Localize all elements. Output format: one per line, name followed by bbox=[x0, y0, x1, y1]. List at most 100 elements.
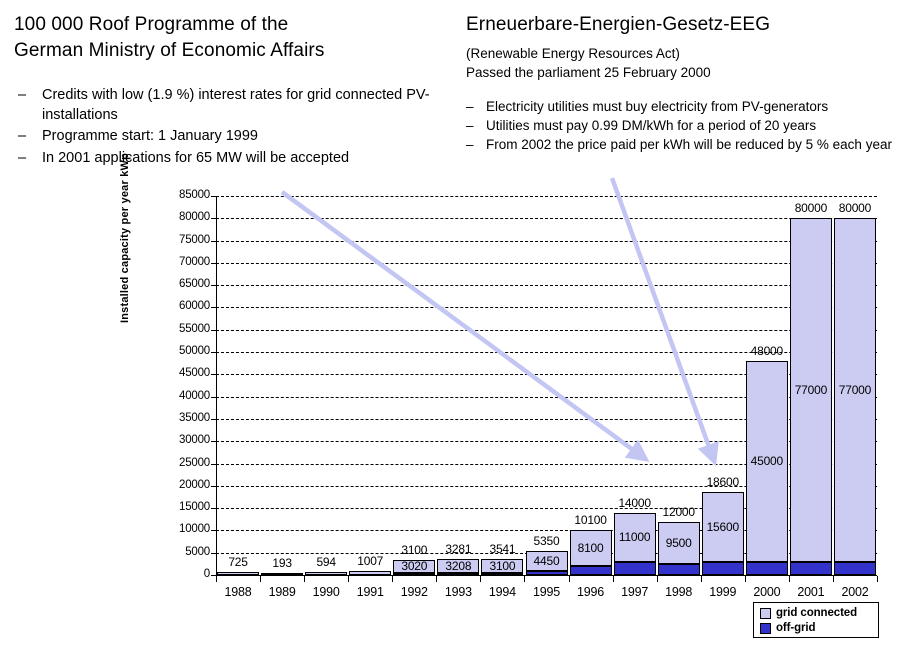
bar-segment-off-grid[interactable] bbox=[613, 561, 656, 575]
bar-group-1997[interactable]: 11000 14000 bbox=[613, 497, 656, 575]
bullet-text: Programme start: 1 January 1999 bbox=[42, 128, 258, 144]
bar-segment-grid-connected[interactable] bbox=[789, 218, 832, 562]
bar-segment-off-grid[interactable] bbox=[789, 561, 832, 575]
bar-segment-grid-connected[interactable] bbox=[657, 521, 700, 564]
x-axis-label-2000: 2000 bbox=[753, 585, 781, 599]
y-axis-tick bbox=[211, 329, 217, 331]
bar-segment-grid-connected[interactable] bbox=[481, 559, 524, 573]
x-axis-tick bbox=[524, 576, 526, 582]
bar-group-1991[interactable]: 1007 bbox=[349, 555, 392, 575]
bar-segment-off-grid[interactable] bbox=[833, 561, 876, 575]
bar-group-1990[interactable]: 594 bbox=[305, 556, 348, 575]
bar-group-2000[interactable]: 45000 48000 bbox=[745, 345, 788, 575]
bar-inner-value-label: 3100 bbox=[489, 559, 516, 574]
gridline bbox=[216, 530, 877, 532]
gridline bbox=[216, 196, 877, 197]
bar-group-1998[interactable]: 9500 12000 bbox=[657, 506, 700, 575]
y-axis-tick bbox=[211, 530, 217, 532]
bar-group-1988[interactable]: 725 bbox=[217, 556, 260, 575]
left-panel-title: 100 000 Roof Programme of the German Min… bbox=[14, 14, 325, 61]
x-axis-tick bbox=[304, 576, 306, 582]
bullet-text: Utilities must pay 0.99 DM/kWh for a per… bbox=[486, 118, 817, 133]
gridline bbox=[216, 329, 877, 331]
bar-group-2002[interactable]: 77000 80000 bbox=[833, 202, 876, 575]
x-axis-tick bbox=[832, 576, 834, 582]
y-axis-tick-label: 30000 bbox=[179, 434, 210, 447]
bar-segment-grid-connected[interactable] bbox=[261, 573, 304, 575]
y-axis-tick bbox=[211, 374, 217, 376]
x-axis-tick bbox=[700, 576, 702, 582]
bar-inner-value-label: 3208 bbox=[445, 558, 472, 573]
gridline bbox=[216, 396, 877, 398]
legend-swatch-icon bbox=[760, 608, 771, 619]
bar-group-1999[interactable]: 15600 18600 bbox=[701, 476, 744, 575]
bullet-text: Electricity utilities must buy electrici… bbox=[486, 99, 829, 114]
bullet-dash-icon: – bbox=[466, 118, 474, 133]
bar-segment-grid-connected[interactable] bbox=[393, 559, 436, 573]
y-axis-tick-label: 15000 bbox=[179, 501, 210, 514]
y-axis-tick bbox=[211, 307, 217, 309]
right-panel-title: Erneuerbare-Energien-Gesetz-EEG bbox=[466, 14, 771, 35]
bar-group-2001[interactable]: 77000 80000 bbox=[789, 202, 832, 575]
bar-segment-grid-connected[interactable] bbox=[217, 571, 260, 575]
y-axis-tick bbox=[211, 463, 217, 465]
gridline bbox=[216, 441, 877, 443]
bar-segment-grid-connected[interactable] bbox=[701, 492, 744, 562]
gridline bbox=[216, 508, 877, 510]
bullet-dash-icon: – bbox=[18, 128, 27, 144]
y-axis-tick-label: 45000 bbox=[179, 367, 210, 380]
x-axis-tick bbox=[877, 576, 878, 582]
y-axis-tick-label: 20000 bbox=[179, 478, 210, 491]
x-axis-tick bbox=[788, 576, 790, 582]
bar-segment-off-grid[interactable] bbox=[481, 573, 524, 575]
bar-segment-grid-connected[interactable] bbox=[613, 512, 656, 562]
gridline bbox=[216, 374, 877, 376]
x-axis-tick bbox=[392, 576, 394, 582]
bar-segment-grid-connected[interactable] bbox=[349, 570, 392, 575]
bar-inner-value-label: 9500 bbox=[665, 535, 692, 550]
list-item: – From 2002 the price paid per kWh will … bbox=[466, 136, 896, 155]
gridline bbox=[216, 218, 877, 220]
bar-segment-grid-connected[interactable] bbox=[525, 551, 568, 571]
bar-group-1992[interactable]: 3020 3100 bbox=[393, 544, 436, 575]
bar-segment-grid-connected[interactable] bbox=[833, 218, 876, 562]
bullet-dash-icon: – bbox=[466, 137, 474, 152]
bar-group-1996[interactable]: 8100 10100 bbox=[569, 514, 612, 575]
y-axis-tick-labels: 0 5000 10000 15000 20000 25000 30000 35000 40000… bbox=[148, 0, 210, 645]
bar-segment-off-grid[interactable] bbox=[701, 561, 744, 575]
bar-group-1995[interactable]: 4450 5350 bbox=[525, 535, 568, 575]
y-axis-tick bbox=[211, 485, 217, 487]
y-axis-line bbox=[216, 196, 217, 576]
y-axis-tick-label: 35000 bbox=[179, 411, 210, 424]
bar-group-1989[interactable]: 193 bbox=[261, 557, 304, 575]
y-axis-tick bbox=[211, 285, 217, 287]
bullet-text: From 2002 the price paid per kWh will be… bbox=[486, 137, 892, 152]
bar-segment-grid-connected[interactable] bbox=[305, 572, 348, 575]
bar-segment-off-grid[interactable] bbox=[437, 573, 480, 575]
bar-segment-off-grid[interactable] bbox=[393, 573, 436, 575]
y-axis-tick-label: 60000 bbox=[179, 300, 210, 313]
x-axis-label-1998: 1998 bbox=[665, 585, 693, 599]
bar-segment-grid-connected[interactable] bbox=[437, 558, 480, 573]
chart-legend: grid connected off-grid bbox=[753, 602, 879, 638]
y-axis-tick-label: 85000 bbox=[179, 189, 210, 201]
bar-segment-off-grid[interactable] bbox=[569, 566, 612, 575]
bar-group-1994[interactable]: 3100 3541 bbox=[481, 543, 524, 575]
bar-inner-value-label: 45000 bbox=[750, 454, 784, 469]
y-axis-tick bbox=[211, 352, 217, 354]
legend-item-grid-connected: grid connected bbox=[760, 606, 874, 621]
bar-group-1993[interactable]: 3208 3281 bbox=[437, 543, 480, 575]
x-axis-tick bbox=[480, 576, 482, 582]
list-item: – In 2001 applications for 65 MW will be… bbox=[18, 149, 466, 169]
bar-total-value-label: 12000 bbox=[662, 504, 696, 519]
bar-total-value-label: 18600 bbox=[706, 475, 740, 490]
bar-segment-grid-connected[interactable] bbox=[569, 529, 612, 567]
bar-segment-off-grid[interactable] bbox=[525, 571, 568, 575]
bar-segment-off-grid[interactable] bbox=[745, 561, 788, 575]
bar-segment-grid-connected[interactable] bbox=[745, 360, 788, 562]
legend-swatch-icon bbox=[760, 623, 771, 634]
bar-segment-off-grid[interactable] bbox=[657, 563, 700, 575]
bar-inner-value-label: 77000 bbox=[838, 382, 872, 397]
x-axis-label-1996: 1996 bbox=[577, 585, 605, 599]
